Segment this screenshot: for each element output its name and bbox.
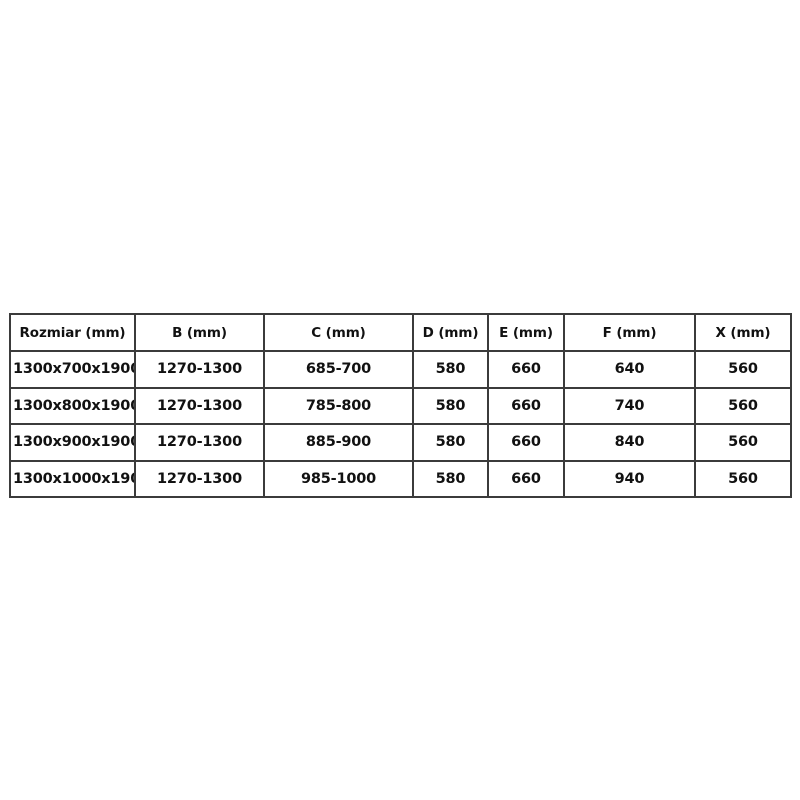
cell-x: 560: [694, 459, 792, 498]
cell-x: 560: [694, 423, 792, 462]
table-row: 1300x800x1900 1270-1300 785-800 580 660 …: [9, 386, 792, 425]
table-row: 1300x900x1900 1270-1300 885-900 580 660 …: [9, 423, 792, 462]
cell-b: 1270-1300: [134, 459, 265, 498]
column-header-rozmiar: Rozmiar (mm): [9, 313, 136, 352]
cell-d: 580: [412, 350, 489, 389]
cell-d: 580: [412, 386, 489, 425]
cell-c: 785-800: [263, 386, 414, 425]
column-header-b: B (mm): [134, 313, 265, 352]
cell-rozmiar: 1300x1000x1900: [9, 459, 136, 498]
dimensions-table: Rozmiar (mm) B (mm) C (mm) D (mm) E (mm)…: [9, 313, 792, 498]
cell-f: 840: [563, 423, 696, 462]
column-header-x: X (mm): [694, 313, 792, 352]
cell-rozmiar: 1300x800x1900: [9, 386, 136, 425]
cell-x: 560: [694, 386, 792, 425]
dimensions-table-container: Rozmiar (mm) B (mm) C (mm) D (mm) E (mm)…: [9, 313, 792, 498]
cell-b: 1270-1300: [134, 423, 265, 462]
cell-b: 1270-1300: [134, 386, 265, 425]
column-header-c: C (mm): [263, 313, 414, 352]
cell-x: 560: [694, 350, 792, 389]
table-header: Rozmiar (mm) B (mm) C (mm) D (mm) E (mm)…: [9, 313, 792, 352]
cell-f: 940: [563, 459, 696, 498]
table-body: 1300x700x1900 1270-1300 685-700 580 660 …: [9, 350, 792, 498]
column-header-e: E (mm): [487, 313, 565, 352]
cell-f: 640: [563, 350, 696, 389]
cell-e: 660: [487, 386, 565, 425]
table-row: 1300x1000x1900 1270-1300 985-1000 580 66…: [9, 459, 792, 498]
table-header-row: Rozmiar (mm) B (mm) C (mm) D (mm) E (mm)…: [9, 313, 792, 352]
cell-d: 580: [412, 459, 489, 498]
cell-rozmiar: 1300x900x1900: [9, 423, 136, 462]
table-row: 1300x700x1900 1270-1300 685-700 580 660 …: [9, 350, 792, 389]
cell-b: 1270-1300: [134, 350, 265, 389]
cell-d: 580: [412, 423, 489, 462]
cell-rozmiar: 1300x700x1900: [9, 350, 136, 389]
cell-e: 660: [487, 350, 565, 389]
cell-c: 685-700: [263, 350, 414, 389]
cell-e: 660: [487, 459, 565, 498]
cell-e: 660: [487, 423, 565, 462]
cell-c: 885-900: [263, 423, 414, 462]
column-header-d: D (mm): [412, 313, 489, 352]
cell-c: 985-1000: [263, 459, 414, 498]
column-header-f: F (mm): [563, 313, 696, 352]
cell-f: 740: [563, 386, 696, 425]
